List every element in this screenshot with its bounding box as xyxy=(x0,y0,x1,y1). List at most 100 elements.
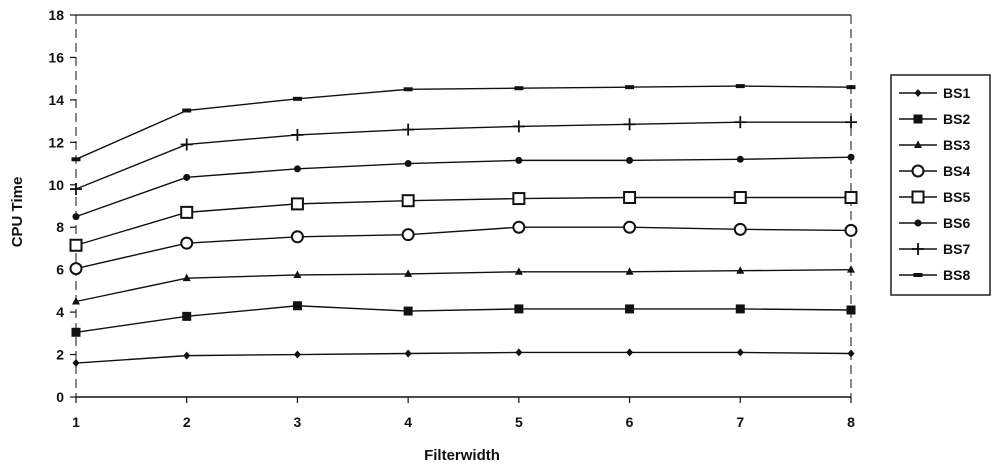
legend-item-bs8: BS8 xyxy=(899,267,970,283)
data-point-bs8 xyxy=(403,87,413,92)
series-line-bs6 xyxy=(75,156,852,218)
series-bs1 xyxy=(72,348,855,368)
legend-swatch-marker xyxy=(914,89,922,97)
data-point-bs1 xyxy=(293,350,301,359)
data-point-bs3 xyxy=(182,273,191,282)
data-point-bs4 xyxy=(401,228,415,242)
y-tick-label: 2 xyxy=(56,347,64,363)
legend-swatch-marker xyxy=(912,243,924,255)
legend-label: BS8 xyxy=(943,267,970,283)
data-point-bs1 xyxy=(404,349,412,358)
legend-item-bs4: BS4 xyxy=(899,163,970,179)
data-point-bs8 xyxy=(625,85,635,90)
data-point-bs4 xyxy=(180,236,194,250)
series-line-bs5 xyxy=(75,196,851,246)
data-point-bs4 xyxy=(844,223,858,237)
legend-item-bs3: BS3 xyxy=(899,137,970,153)
data-point-bs6 xyxy=(72,213,80,221)
data-point-bs5 xyxy=(180,205,194,219)
data-point-bs2 xyxy=(182,311,192,321)
data-point-bs3 xyxy=(736,266,745,274)
x-tick-label: 3 xyxy=(294,414,302,430)
series-layer xyxy=(69,84,858,368)
y-tick-label: 0 xyxy=(56,389,64,405)
legend-label: BS1 xyxy=(943,85,970,101)
x-tick-label: 5 xyxy=(515,414,523,430)
data-point-bs7 xyxy=(291,128,304,141)
legend-label: BS6 xyxy=(943,215,970,231)
legend-swatch-marker xyxy=(911,164,925,178)
series-bs5 xyxy=(69,191,858,252)
legend-item-bs7: BS7 xyxy=(899,241,970,257)
x-tick-label: 4 xyxy=(404,414,412,430)
legend-item-bs2: BS2 xyxy=(899,111,970,127)
data-point-bs6 xyxy=(736,155,744,163)
legend-swatch-marker xyxy=(914,140,922,148)
series-line-bs2 xyxy=(75,305,852,333)
data-point-bs7 xyxy=(734,116,747,129)
legend: BS1 BS2 BS3 BS4 BS5 BS6 BS7 BS8 xyxy=(890,74,991,296)
legend-item-bs6: BS6 xyxy=(899,215,970,231)
series-line-bs1 xyxy=(75,351,852,364)
data-point-bs5 xyxy=(733,191,747,205)
data-point-bs3 xyxy=(514,267,523,275)
data-point-bs4 xyxy=(69,262,83,276)
y-tick-label: 10 xyxy=(48,177,64,193)
legend-item-bs1: BS1 xyxy=(899,85,970,101)
data-point-bs3 xyxy=(847,265,855,273)
data-point-bs8 xyxy=(71,157,81,162)
y-tick-label: 8 xyxy=(56,219,64,235)
data-point-bs2 xyxy=(846,305,856,315)
legend-swatch-marker xyxy=(914,219,922,227)
series-bs2 xyxy=(71,301,856,337)
data-point-bs8 xyxy=(292,96,302,101)
data-point-bs2 xyxy=(735,304,745,314)
data-point-bs1 xyxy=(515,348,523,357)
data-point-bs2 xyxy=(403,306,413,316)
data-point-bs3 xyxy=(404,269,413,277)
data-point-bs6 xyxy=(515,156,523,164)
data-point-bs8 xyxy=(182,108,192,113)
data-point-bs6 xyxy=(404,160,412,168)
legend-swatch-marker xyxy=(911,190,925,204)
data-point-bs3 xyxy=(293,270,302,278)
data-point-bs5 xyxy=(512,192,526,206)
data-point-bs5 xyxy=(401,194,415,208)
series-line-bs8 xyxy=(75,85,852,160)
y-tick-label: 18 xyxy=(48,7,64,23)
data-point-bs2 xyxy=(514,304,524,314)
data-point-bs4 xyxy=(512,220,526,234)
data-point-bs2 xyxy=(625,304,635,314)
series-bs6 xyxy=(72,153,855,221)
x-tick-label: 8 xyxy=(847,414,855,430)
plot-area xyxy=(75,14,852,397)
data-point-bs6 xyxy=(293,165,301,173)
x-tick-label: 1 xyxy=(72,414,80,430)
data-point-bs8 xyxy=(846,85,856,90)
data-point-bs6 xyxy=(183,173,191,181)
series-bs4 xyxy=(69,220,858,276)
data-point-bs6 xyxy=(847,153,855,161)
data-point-bs8 xyxy=(735,84,745,89)
data-point-bs5 xyxy=(844,191,858,205)
data-point-bs1 xyxy=(72,359,80,368)
y-tick-label: 6 xyxy=(56,262,64,278)
data-point-bs2 xyxy=(292,301,302,311)
data-point-bs6 xyxy=(626,156,634,164)
y-axis-title: CPU Time xyxy=(9,177,26,248)
data-point-bs7 xyxy=(623,118,636,131)
data-point-bs3 xyxy=(72,297,80,305)
data-point-bs3 xyxy=(625,267,634,275)
x-axis-title: Filterwidth xyxy=(424,447,500,464)
legend-item-bs5: BS5 xyxy=(899,189,970,205)
data-point-bs1 xyxy=(183,351,191,360)
x-tick-label: 2 xyxy=(183,414,191,430)
data-point-bs5 xyxy=(69,238,83,252)
series-line-bs4 xyxy=(75,226,852,270)
data-point-bs7 xyxy=(402,123,415,136)
y-tick-label: 16 xyxy=(48,49,64,65)
legend-box xyxy=(890,74,991,296)
series-bs8 xyxy=(71,84,856,162)
data-point-bs7 xyxy=(180,138,193,151)
data-point-bs7 xyxy=(845,116,857,129)
